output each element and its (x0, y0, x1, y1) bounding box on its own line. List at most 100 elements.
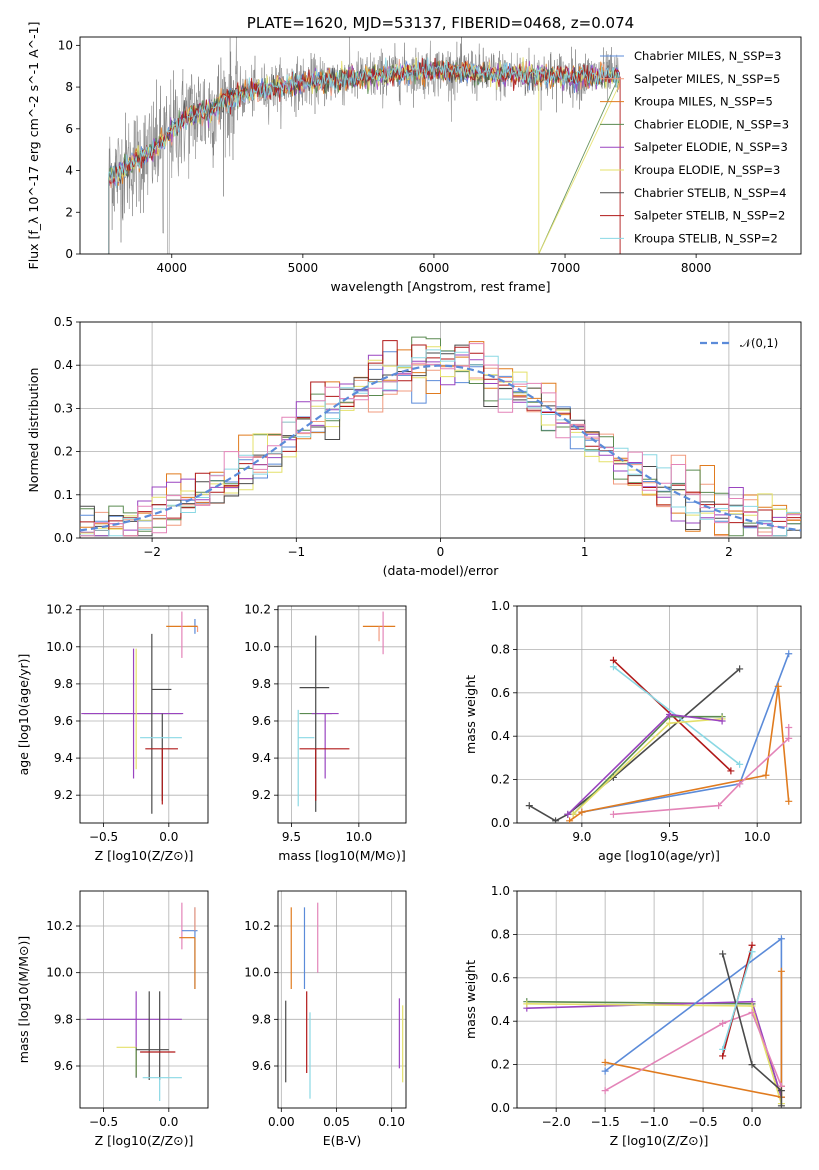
errorbar-salp_stelib (299, 748, 350, 801)
series-line-krou_miles (569, 686, 790, 822)
model-line-krou_elodie (108, 57, 621, 254)
y-tick-label: 0.8 (491, 927, 510, 941)
y-tick-label: 2 (65, 205, 73, 219)
x-tick-label: 8000 (681, 261, 712, 275)
y-tick-label: 9.4 (54, 751, 73, 765)
errorbar-krou_stelib (142, 1077, 182, 1101)
x-axis-label: Z [log10(Z/Z⊙)] (95, 1133, 194, 1148)
histogram-lines (80, 336, 801, 537)
series-line-pink (604, 1011, 783, 1092)
gaussian-curve (80, 364, 801, 532)
y-tick-label: 10.2 (244, 603, 271, 617)
y-tick-label: 9.8 (54, 677, 73, 691)
errorbar-salp_stelib (145, 748, 178, 805)
errorbar-salp_elodie (86, 991, 182, 1078)
series-line-chab_stelib (528, 668, 741, 822)
axes-frame (79, 890, 209, 1109)
y-tick-label: 0.3 (54, 401, 73, 415)
model-line-chab_stelib (108, 59, 620, 254)
series-point-chab_stelib (525, 802, 533, 810)
y-tick-label: 6 (65, 122, 73, 136)
errorbar-chab_stelib (151, 633, 172, 814)
y-axis-label: mass weight (463, 675, 478, 754)
x-tick-label: 1 (581, 545, 589, 559)
x-tick-label: −1 (287, 545, 305, 559)
series-point-pink (609, 810, 617, 818)
y-tick-label: 9.6 (54, 714, 73, 728)
series-point-krou_elodie (666, 719, 674, 727)
x-tick-label: 5000 (288, 261, 319, 275)
errorbars (81, 611, 199, 814)
series-point-krou_stelib (736, 760, 744, 768)
model-line-chab_miles (108, 60, 621, 254)
x-tick-label: 0.0 (159, 830, 178, 844)
age-vs-metallicity-panel: −0.5 0.0 9.2 9.4 9.6 9.8 10.0 10.2 Z [log10(Z/Z⊙… (16, 603, 209, 863)
axes-frame (516, 890, 802, 1109)
series-lines (525, 650, 793, 823)
axes-frame (277, 890, 407, 1109)
y-tick-label: 9.6 (252, 714, 271, 728)
series-point-krou_miles (601, 1058, 609, 1066)
series-line-krou_miles (604, 971, 783, 1099)
y-tick-label: 10.2 (46, 919, 73, 933)
x-tick-label: 10.0 (345, 830, 372, 844)
series-point-pink (715, 802, 723, 810)
x-tick-label: 7000 (550, 261, 581, 275)
series-point-krou_miles (566, 817, 574, 823)
y-tick-label: 0.2 (491, 1058, 510, 1072)
errorbar-krou_miles (179, 937, 196, 989)
x-axis-label: age [log10(age/yr)] (598, 848, 720, 863)
series-point-krou_miles (774, 682, 782, 690)
y-tick-label: 10.0 (244, 640, 271, 654)
series-point-krou_stelib (748, 948, 756, 956)
x-tick-label: 0 (437, 545, 445, 559)
series-point-salp_stelib (719, 1052, 727, 1060)
model-line-salp_elodie (108, 59, 621, 254)
series-point-chab_stelib (777, 1102, 785, 1108)
model-line-chab_elodie (108, 59, 621, 254)
x-tick-label: 4000 (156, 261, 187, 275)
observed-spectrum (108, 37, 621, 254)
legend-label: Chabrier ELODIE, N_SSP=3 (634, 117, 789, 131)
spectrum-panel: PLATE=1620, MJD=53137, FIBERID=0468, z=0… (26, 14, 802, 294)
y-tick-label: 0.2 (54, 445, 73, 459)
legend-label: Salpeter MILES, N_SSP=5 (634, 72, 780, 86)
x-tick-label: 9.5 (660, 830, 679, 844)
series-point-salp_elodie (564, 810, 572, 818)
legend-label: Salpeter ELODIE, N_SSP=3 (634, 140, 788, 154)
histogram-krou_stelib (80, 349, 801, 537)
series-point-krou_stelib (719, 1045, 727, 1053)
y-axis-label: Normed distribution (26, 368, 41, 493)
series-point-salp_stelib (609, 656, 617, 664)
y-tick-label: 0.6 (491, 686, 510, 700)
series-point-pink (785, 734, 793, 742)
series-point-salp_stelib (727, 767, 735, 775)
errorbar-krou_elodie (116, 1046, 137, 1076)
axes-frame (79, 321, 802, 539)
y-tick-label: 9.6 (54, 1059, 73, 1073)
series-lines (523, 935, 785, 1108)
y-tick-label: 0.5 (54, 315, 73, 329)
series-point-pink (601, 1087, 609, 1095)
series-point-chab_stelib (552, 817, 560, 823)
model-line-salp_stelib (108, 57, 621, 254)
series-line-chab_miles (581, 653, 790, 813)
x-tick-label: −1.0 (640, 1115, 669, 1129)
series-point-chab_stelib (719, 950, 727, 958)
series-point-pink (736, 780, 744, 788)
series-point-krou_miles (578, 808, 586, 816)
axes-frame (277, 605, 407, 824)
errorbar-chab_stelib (136, 991, 169, 1080)
series-point-salp_elodie (666, 711, 674, 718)
series-point-chab_miles (777, 935, 785, 943)
series-point-krou_miles (777, 967, 785, 975)
series-point-pink (785, 724, 793, 732)
chart-title: PLATE=1620, MJD=53137, FIBERID=0468, z=0… (247, 14, 634, 32)
y-tick-label: 8 (65, 80, 73, 94)
x-tick-label: 0.0 (742, 1115, 761, 1129)
x-tick-label: −0.5 (89, 1115, 118, 1129)
y-tick-label: 0.0 (54, 531, 73, 545)
x-tick-label: −1.5 (591, 1115, 620, 1129)
y-axis-label: age [log10(age/yr)] (16, 654, 31, 776)
